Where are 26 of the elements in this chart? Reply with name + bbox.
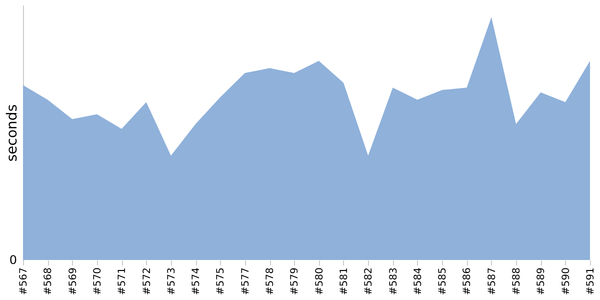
x-tick-label: #569 bbox=[68, 268, 79, 295]
x-tick-label: #579 bbox=[290, 268, 301, 295]
x-tick-label: #567 bbox=[18, 268, 30, 295]
x-tick-label: #586 bbox=[462, 268, 474, 295]
y-axis-title: seconds bbox=[4, 104, 20, 162]
x-tick-label: #575 bbox=[216, 268, 227, 295]
x-tick-label: #590 bbox=[560, 268, 572, 295]
x-tick-label: #572 bbox=[142, 268, 153, 295]
x-tick-label: #589 bbox=[536, 268, 548, 295]
x-tick-label: #580 bbox=[314, 268, 326, 295]
x-tick-label: #582 bbox=[364, 268, 375, 295]
x-tick-label: #574 bbox=[191, 268, 202, 295]
annotation: 0 bbox=[9, 253, 17, 267]
x-tick-label: #568 bbox=[43, 268, 54, 295]
x-tick-label: #587 bbox=[486, 268, 498, 295]
x-tick-label: #577 bbox=[240, 268, 252, 295]
x-tick-label: #581 bbox=[338, 268, 350, 295]
x-tick-label: #585 bbox=[438, 268, 449, 295]
x-tick-label: #578 bbox=[265, 268, 276, 295]
x-tick-label: #583 bbox=[388, 268, 400, 295]
x-tick-label: #584 bbox=[412, 268, 424, 295]
x-tick-label: #591 bbox=[586, 268, 596, 295]
x-tick-label: #571 bbox=[117, 268, 128, 295]
x-tick-label: #588 bbox=[512, 268, 523, 295]
x-tick-label: #570 bbox=[92, 268, 104, 295]
x-tick-label: #573 bbox=[166, 268, 178, 295]
